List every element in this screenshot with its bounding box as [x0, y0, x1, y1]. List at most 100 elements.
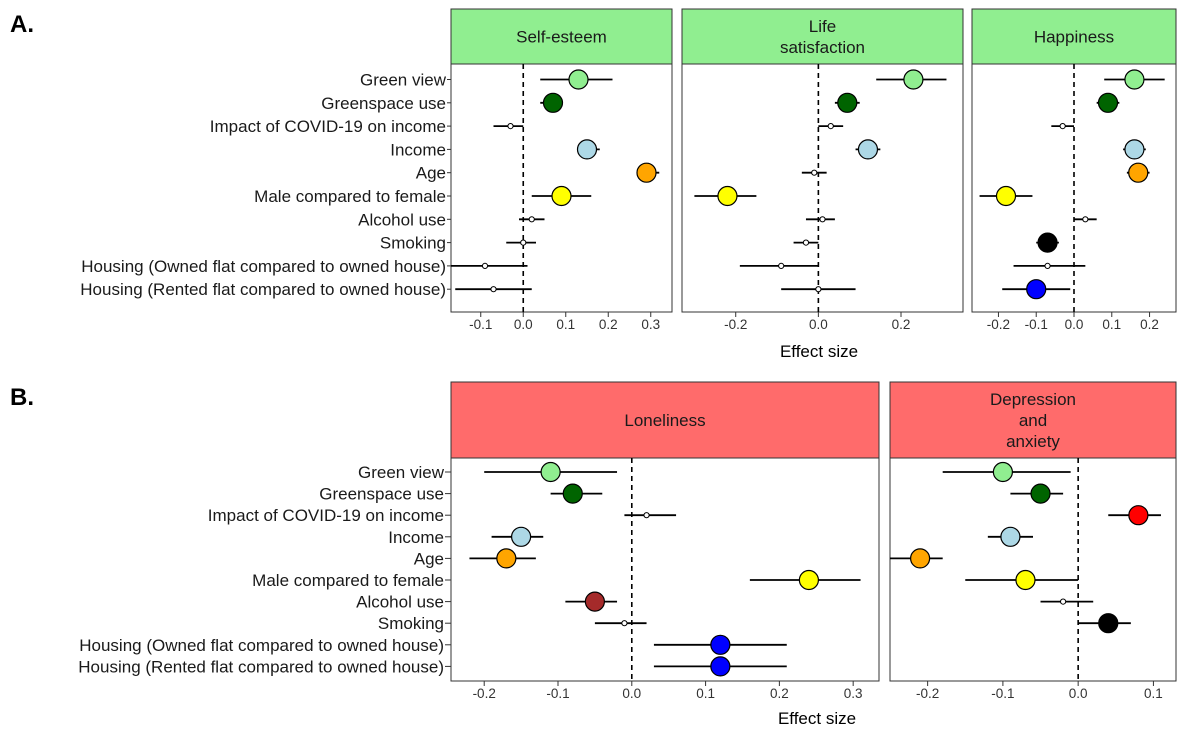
effect-point-nonsignificant	[1044, 262, 1051, 269]
effect-point-nonsignificant	[819, 216, 826, 223]
y-tick-label: Alcohol use	[356, 593, 444, 612]
y-tick-label: Housing (Rented flat compared to owned h…	[80, 280, 446, 299]
facet-title: and	[1019, 411, 1047, 430]
panel-label-b: B.	[10, 384, 34, 411]
effect-point	[857, 139, 879, 160]
facet-strip	[889, 381, 1177, 459]
effect-point	[576, 139, 598, 160]
y-tick-label: Green view	[358, 463, 445, 482]
effect-point-nonsignificant	[621, 620, 628, 627]
y-tick-label: Housing (Owned flat compared to owned ho…	[81, 257, 446, 276]
effect-point-nonsignificant	[507, 123, 514, 130]
facet-1: Loneliness -0.2 -0.1 0.0 0.1 0.2 0.3	[450, 381, 880, 701]
effect-point	[903, 69, 924, 90]
effect-point	[496, 548, 517, 569]
effect-point-nonsignificant	[827, 123, 834, 130]
x-tick-label: -0.2	[473, 686, 496, 701]
y-tick-label: Green view	[360, 71, 447, 90]
facet-strip	[971, 8, 1177, 65]
effect-point	[562, 483, 583, 504]
x-tick-label: -0.1	[546, 686, 569, 701]
facet-2: Life satisfaction -0.2 0.0 0.2	[681, 8, 964, 332]
effect-point	[1128, 162, 1149, 183]
y-tick-label: Male compared to female	[252, 571, 444, 590]
effect-point	[511, 526, 532, 547]
effect-point	[542, 92, 564, 113]
effect-point-nonsignificant	[1059, 123, 1066, 130]
panel-a: Green view Greenspace use Impact of COVID-…	[80, 8, 1177, 332]
effect-point	[910, 548, 931, 569]
x-tick-label: 0.0	[809, 317, 828, 332]
effect-point	[1015, 569, 1036, 591]
effect-point	[540, 461, 561, 483]
facet-plot-area	[450, 457, 880, 682]
x-tick-label: 0.1	[1144, 686, 1163, 701]
x-tick-label: 0.2	[892, 317, 911, 332]
effect-point	[1124, 69, 1145, 90]
effect-point	[1030, 483, 1051, 504]
effect-point	[717, 185, 738, 207]
facet-title: anxiety	[1006, 432, 1060, 451]
effect-point	[1000, 526, 1021, 547]
effect-point-nonsignificant	[811, 169, 818, 176]
effect-point	[551, 185, 572, 207]
effect-point	[1098, 613, 1119, 634]
y-tick-label: Housing (Owned flat compared to owned ho…	[79, 636, 444, 655]
effect-point-nonsignificant	[778, 262, 785, 269]
effect-point-nonsignificant	[1060, 598, 1067, 605]
effect-point	[992, 461, 1013, 483]
facet-title: satisfaction	[780, 38, 865, 57]
effect-point	[1037, 232, 1058, 253]
x-tick-label: 0.1	[556, 317, 575, 332]
x-tick-label: -0.2	[987, 317, 1010, 332]
facet-2: Depression and anxiety -0.2 -0.1 0.0 0.1	[889, 381, 1177, 701]
effect-point	[584, 591, 605, 612]
effect-point-nonsignificant	[1082, 216, 1089, 223]
y-tick-label: Age	[416, 164, 446, 183]
x-tick-label: 0.0	[622, 686, 641, 701]
x-tick-label: 0.0	[514, 317, 533, 332]
y-tick-label: Income	[390, 140, 446, 159]
x-tick-label: 0.0	[1065, 317, 1084, 332]
x-tick-label: 0.2	[1140, 317, 1159, 332]
effect-point	[798, 569, 819, 591]
y-tick-label: Greenspace use	[321, 94, 446, 113]
y-tick-label: Alcohol use	[358, 210, 446, 229]
effect-point	[636, 162, 657, 183]
facet-strip	[450, 8, 673, 65]
x-tick-label: 0.0	[1069, 686, 1088, 701]
effect-point	[710, 634, 731, 655]
x-tick-label: 0.1	[696, 686, 715, 701]
x-tick-label: -0.2	[916, 686, 939, 701]
y-tick-label: Male compared to female	[254, 187, 446, 206]
facet-title: Life	[809, 17, 836, 36]
facet-title: Depression	[990, 390, 1076, 409]
effect-point	[1128, 505, 1149, 526]
y-tick-label: Housing (Rented flat compared to owned h…	[78, 657, 444, 676]
x-tick-label: 0.3	[641, 317, 660, 332]
x-tick-label: -0.1	[469, 317, 492, 332]
effect-point-nonsignificant	[643, 512, 650, 519]
x-tick-label: -0.2	[724, 317, 747, 332]
effect-point	[995, 185, 1017, 207]
effect-point-nonsignificant	[490, 286, 497, 293]
x-tick-label: 0.2	[770, 686, 789, 701]
x-tick-label: -0.1	[991, 686, 1014, 701]
facet-1: Self-esteem -0.1 0.0 0.1 0.2 0.3	[450, 8, 673, 332]
y-tick-label: Greenspace use	[319, 485, 444, 504]
facet-3: Happiness -0.2 -0.1 0.0 0.1 0.2	[971, 8, 1177, 332]
facet-title: Happiness	[1034, 28, 1114, 47]
x-axis-title-b: Effect size	[778, 709, 856, 728]
x-tick-label: -0.1	[1025, 317, 1048, 332]
y-tick-label: Smoking	[380, 234, 446, 253]
effect-point	[710, 656, 731, 677]
y-tick-label: Impact of COVID-19 on income	[210, 117, 446, 136]
effect-point	[837, 92, 858, 113]
effect-point-nonsignificant	[528, 216, 535, 223]
facet-strip	[450, 381, 880, 459]
y-tick-label: Smoking	[378, 614, 444, 633]
effect-point-nonsignificant	[815, 286, 822, 293]
effect-point	[1026, 279, 1047, 300]
effect-point-nonsignificant	[802, 239, 810, 246]
